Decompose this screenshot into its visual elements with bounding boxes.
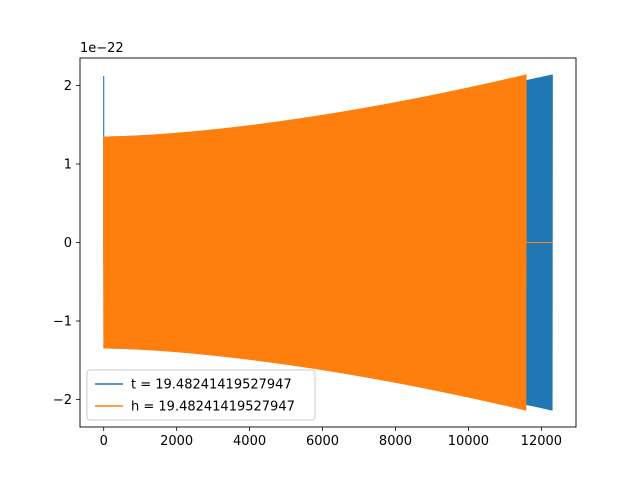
x-axis: 0 2000 4000 6000 8000 10000 12000 [100, 427, 562, 449]
y-axis: −2 −1 0 1 2 [53, 79, 80, 408]
y-tick-label: 1 [64, 157, 72, 172]
legend: t = 19.48241419527947 h = 19.482414195279… [86, 369, 316, 421]
x-tick-label: 0 [100, 434, 108, 449]
legend-label: t = 19.48241419527947 [131, 378, 292, 393]
legend-label: h = 19.48241419527947 [131, 400, 295, 415]
series-layer [103, 74, 553, 411]
x-tick-label: 8000 [379, 434, 412, 449]
x-tick-label: 12000 [521, 434, 562, 449]
series-line-2 [103, 74, 553, 411]
y-tick-label: 0 [64, 236, 72, 251]
x-tick-label: 10000 [448, 434, 489, 449]
x-tick-label: 2000 [160, 434, 193, 449]
legend-box [86, 369, 316, 421]
y-tick-label: 2 [64, 79, 72, 94]
y-tick-label: −1 [53, 315, 72, 330]
y-tick-label: −2 [53, 393, 72, 408]
x-tick-label: 4000 [233, 434, 266, 449]
y-offset-label: 1e−22 [80, 41, 124, 56]
x-tick-label: 6000 [306, 434, 339, 449]
